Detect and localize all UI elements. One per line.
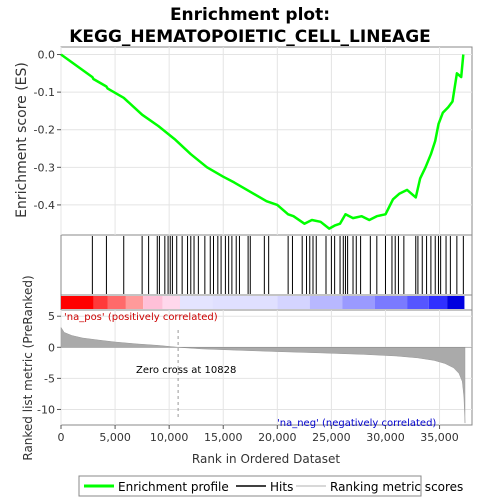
color-bar-segment-8 [277, 296, 309, 309]
xtick-label-1: 5,000 [99, 431, 131, 444]
es-ytick-label-0: 0.0 [38, 49, 56, 62]
xtick-label-0: 0 [58, 431, 65, 444]
legend: Enrichment profile Hits Ranking metric s… [79, 476, 463, 496]
chart-title-line2: KEGG_HEMATOPOIETIC_CELL_LINEAGE [69, 27, 431, 47]
color-bar-segment-13 [429, 296, 447, 309]
color-bar-segment-12 [407, 296, 429, 309]
xtick-label-3: 15,000 [204, 431, 243, 444]
legend-hits-label: Hits [270, 480, 293, 494]
neg-correlated-label: 'na_neg' (negatively correlated) [277, 418, 436, 429]
metric-ytick-label-2: -5 [44, 372, 55, 385]
color-bar-segment-1 [93, 296, 107, 309]
color-bar-segments [61, 296, 464, 309]
chart-title-line1: Enrichment plot: [170, 5, 330, 25]
color-bar-segment-9 [310, 296, 342, 309]
metric-ytick-label-1: 0 [48, 341, 55, 354]
color-bar-segment-5 [163, 296, 180, 309]
metric-y-ticks: 5 0 -5 -10 [37, 310, 61, 416]
xtick-label-5: 25,000 [312, 431, 351, 444]
xtick-label-7: 35,000 [420, 431, 459, 444]
x-axis-label: Rank in Ordered Dataset [192, 452, 340, 466]
color-bar-segment-3 [126, 296, 143, 309]
color-bar-segment-6 [180, 296, 212, 309]
color-bar-segment-0 [61, 296, 93, 309]
legend-metric-label: Ranking metric scores [330, 480, 463, 494]
es-y-axis-label: Enrichment score (ES) [14, 62, 30, 218]
es-ytick-label-2: -0.2 [34, 124, 55, 137]
xtick-label-6: 30,000 [366, 431, 405, 444]
es-ytick-label-4: -0.4 [34, 199, 55, 212]
color-bar-segment-2 [108, 296, 126, 309]
xtick-label-4: 20,000 [258, 431, 297, 444]
metric-panel [61, 310, 472, 425]
color-bar-segment-14 [447, 296, 464, 309]
es-ytick-label-1: -0.1 [34, 86, 55, 99]
color-bar-segment-4 [143, 296, 162, 309]
color-bar-segment-11 [375, 296, 407, 309]
metric-ytick-label-0: 5 [48, 310, 55, 323]
zero-cross-label: Zero cross at 10828 [136, 365, 236, 376]
xtick-label-2: 10,000 [150, 431, 189, 444]
es-y-ticks: 0.0 -0.1 -0.2 -0.3 -0.4 [34, 49, 61, 212]
pos-correlated-label: 'na_pos' (positively correlated) [64, 312, 218, 323]
es-ytick-label-3: -0.3 [34, 161, 55, 174]
metric-ytick-label-3: -10 [37, 403, 55, 416]
hits-panel [61, 235, 472, 295]
color-bar-segment-10 [342, 296, 374, 309]
color-bar-segment-7 [212, 296, 277, 309]
legend-es-label: Enrichment profile [118, 480, 229, 494]
es-panel [61, 47, 472, 235]
metric-y-axis-label: Ranked list metric (PreRanked) [21, 275, 35, 460]
